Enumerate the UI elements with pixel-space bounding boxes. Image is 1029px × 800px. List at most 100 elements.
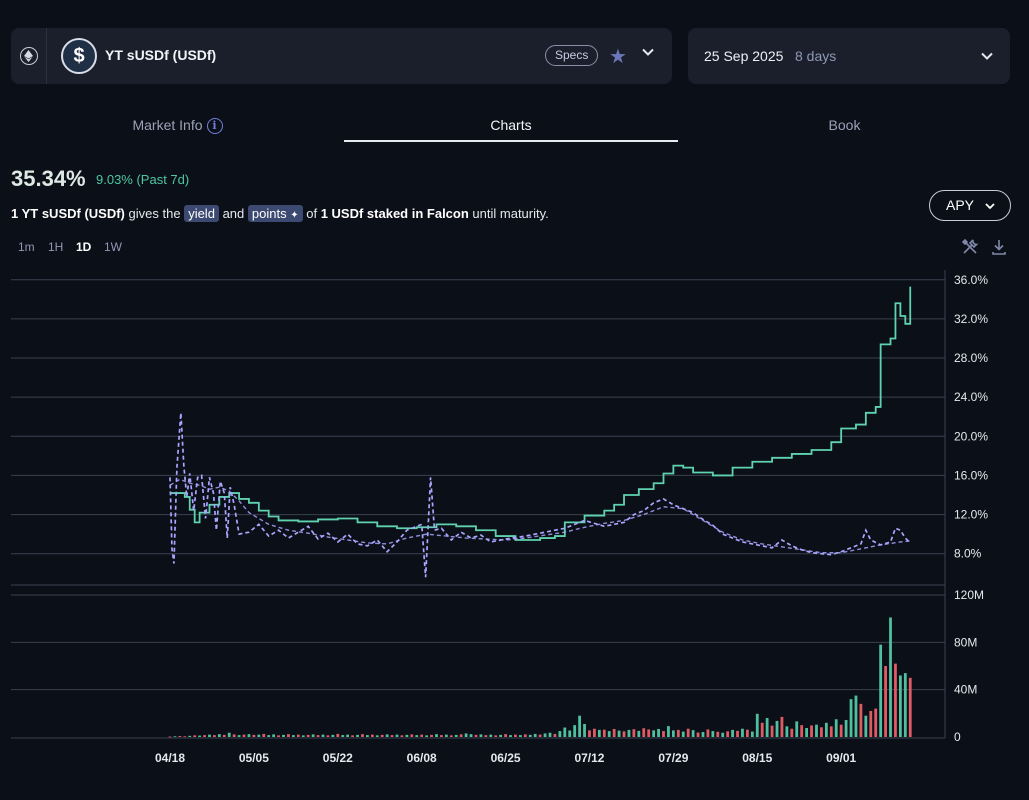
volume-bar <box>864 715 868 737</box>
market-description: 1 YT sUSDf (USDf) gives the yield and po… <box>11 205 549 222</box>
volume-bar <box>301 735 305 737</box>
volume-bar <box>568 730 572 737</box>
metric-select[interactable]: APY <box>929 190 1011 221</box>
underlying-apy-line <box>169 412 911 578</box>
apy-tick-label: 32.0% <box>954 312 988 326</box>
volume-bar <box>405 734 409 737</box>
volume-bar <box>272 734 276 737</box>
volume-bar <box>671 730 675 737</box>
tab-market-info[interactable]: Market Info i <box>11 112 344 142</box>
volume-bar <box>523 734 527 737</box>
volume-bar <box>425 735 429 737</box>
volume-bar <box>208 734 211 737</box>
volume-bar <box>770 725 774 737</box>
volume-bar <box>321 734 325 737</box>
volume-bar <box>667 726 670 737</box>
x-tick-label: 05/22 <box>323 751 353 765</box>
volume-bar <box>173 736 177 738</box>
volume-bar <box>489 734 493 737</box>
volume-bar <box>573 725 577 737</box>
volume-bar <box>553 733 557 737</box>
sparkle-icon: ✦ <box>290 210 299 221</box>
volume-bar <box>859 703 863 737</box>
volume-bar <box>731 729 734 737</box>
volume-bar <box>356 734 359 737</box>
volume-bar <box>908 677 912 737</box>
volume-bar <box>765 718 769 737</box>
chevron-down-icon[interactable] <box>641 45 655 59</box>
volume-bar <box>410 734 414 737</box>
specs-button[interactable]: Specs <box>545 45 599 66</box>
tab-book[interactable]: Book <box>828 117 861 133</box>
desc-until: until maturity. <box>472 206 549 221</box>
volume-bar <box>213 735 216 737</box>
volume-bar <box>469 734 473 737</box>
x-tick-label: 07/29 <box>658 751 688 765</box>
range-1h[interactable]: 1H <box>48 240 64 254</box>
tab-bar: Market Info i Charts Book <box>11 112 1011 142</box>
tools-icon[interactable] <box>961 238 979 256</box>
volume-bar <box>203 735 206 737</box>
volume-bar <box>676 729 680 737</box>
volume-bar <box>499 734 503 737</box>
range-1d[interactable]: 1D <box>76 240 92 254</box>
volume-bar <box>267 735 271 737</box>
volume-bar <box>548 732 552 737</box>
volume-bar <box>736 730 739 737</box>
volume-bar <box>824 722 828 737</box>
volume-bar <box>741 728 744 737</box>
volume-bar <box>795 721 799 737</box>
volume-bar <box>657 728 660 737</box>
star-icon[interactable]: ★ <box>609 46 627 68</box>
volume-bar <box>459 734 463 737</box>
apy-tick-label: 36.0% <box>954 273 988 287</box>
apy-tick-label: 8.0% <box>954 547 982 561</box>
volume-bar <box>222 734 226 737</box>
volume-bar <box>879 644 883 737</box>
x-tick-label: 04/18 <box>155 751 185 765</box>
x-tick-label: 07/12 <box>574 751 604 765</box>
volume-bar <box>306 734 310 737</box>
metric-select-label: APY <box>946 197 975 213</box>
range-1m[interactable]: 1m <box>18 240 35 254</box>
market-selector[interactable]: $ YT sUSDf (USDf) Specs ★ <box>11 28 672 84</box>
volume-bar <box>755 713 759 737</box>
chain-selector[interactable] <box>11 28 47 84</box>
volume-bar <box>341 735 345 737</box>
axis-labels: 36.0% 32.0% 28.0% 24.0% 20.0% 16.0% 12.0% 8.0% 1… <box>155 273 988 765</box>
volume-bar <box>854 695 858 737</box>
volume-bar <box>504 734 507 737</box>
download-icon[interactable] <box>990 238 1008 256</box>
volume-bar <box>440 735 443 737</box>
volume-bar <box>217 734 221 737</box>
volume-bar <box>810 725 813 737</box>
volume-bar <box>375 735 379 737</box>
volume-bar <box>262 733 266 737</box>
volume-bar <box>701 732 705 737</box>
maturity-selector[interactable]: 25 Sep 2025 8 days <box>688 28 1010 84</box>
volume-bar <box>420 734 424 737</box>
info-icon[interactable]: i <box>206 118 223 134</box>
volume-bar <box>637 730 641 737</box>
volume-bar <box>558 731 562 737</box>
yield-chip: yield <box>184 205 219 222</box>
volume-bar <box>588 730 591 737</box>
volume-bar <box>449 735 453 737</box>
volume-bar <box>775 720 779 737</box>
volume-bar <box>311 734 315 737</box>
volume-bar <box>750 731 754 737</box>
tab-charts[interactable]: Charts <box>344 112 678 142</box>
apy-volume-chart[interactable]: 36.0% 32.0% 28.0% 24.0% 20.0% 16.0% 12.0% 8.0% 1… <box>0 270 1029 800</box>
volume-bar <box>884 666 887 737</box>
volume-bar <box>834 719 838 737</box>
volume-bar <box>291 735 295 737</box>
volume-bar <box>247 734 251 737</box>
range-1w[interactable]: 1W <box>104 240 122 254</box>
volume-bar <box>602 729 606 737</box>
market-name: YT sUSDf (USDf) <box>105 47 217 63</box>
volume-bar <box>474 734 478 737</box>
volume-bar <box>662 731 665 737</box>
volume-bar <box>193 735 197 737</box>
volume-bar <box>385 734 389 737</box>
volume-bar <box>435 734 438 737</box>
